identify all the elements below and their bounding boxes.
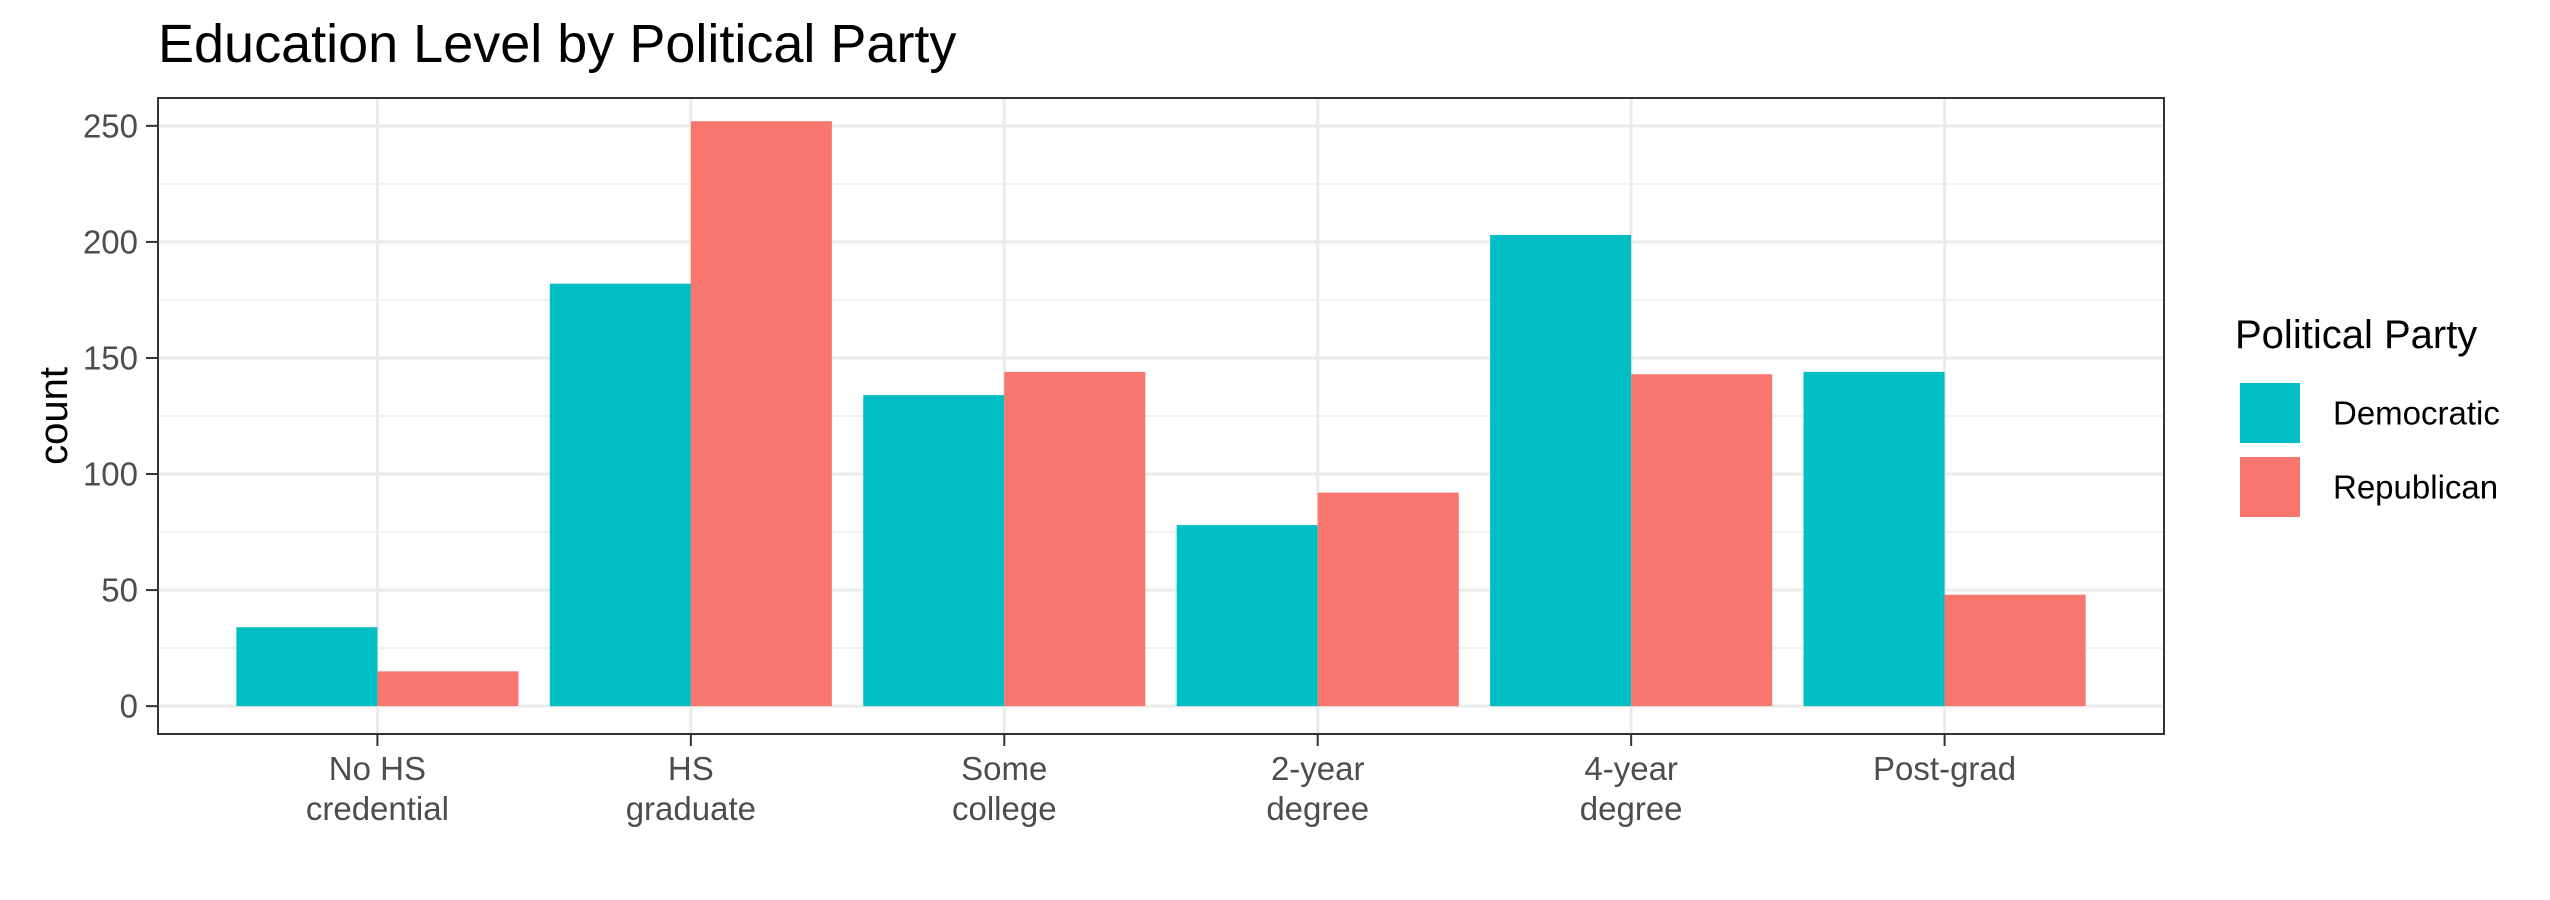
x-tick-label: Post-grad <box>1873 750 2016 787</box>
bar-democratic-0 <box>236 627 378 707</box>
chart-title: Education Level by Political Party <box>158 14 956 74</box>
x-tick-label: 2-year degree <box>1266 750 1369 827</box>
y-tick-label: 0 <box>120 688 138 725</box>
bar-republican-3 <box>1317 492 1459 707</box>
bar-democratic-1 <box>549 283 691 707</box>
legend-swatch-republican <box>2240 457 2300 517</box>
legend: Political Party Democratic Republican <box>2235 313 2500 520</box>
plot-border <box>157 97 2165 735</box>
legend-title: Political Party <box>2235 313 2477 357</box>
bar-republican-2 <box>1004 371 1146 707</box>
y-tick-label: 150 <box>83 339 138 376</box>
y-axis-label: count <box>32 367 76 465</box>
legend-label-democratic: Democratic <box>2333 395 2500 432</box>
bar-republican-4 <box>1631 374 1773 707</box>
legend-swatch-democratic <box>2240 383 2300 443</box>
x-tick-label: No HS credential <box>306 750 449 827</box>
x-tick-label: Some college <box>952 750 1057 827</box>
y-tick-label: 200 <box>83 223 138 260</box>
legend-label-republican: Republican <box>2333 469 2498 506</box>
bar-republican-0 <box>377 671 519 707</box>
y-tick-label: 100 <box>83 456 138 493</box>
bar-democratic-5 <box>1803 371 1945 707</box>
bar-democratic-2 <box>863 395 1005 707</box>
y-tick-label: 250 <box>83 107 138 144</box>
x-tick-label: 4-year degree <box>1580 750 1683 827</box>
bar-republican-5 <box>1944 594 2086 707</box>
bars <box>236 121 2086 707</box>
x-axis: No HS credential HS graduate Some college 2-ye… <box>306 734 2016 827</box>
bar-republican-1 <box>690 121 832 707</box>
y-axis: 0 50 100 150 200 250 <box>83 107 158 725</box>
x-tick-label: HS graduate <box>626 750 756 827</box>
bar-democratic-4 <box>1490 234 1632 707</box>
bar-democratic-3 <box>1176 525 1318 707</box>
y-tick-label: 50 <box>101 572 138 609</box>
